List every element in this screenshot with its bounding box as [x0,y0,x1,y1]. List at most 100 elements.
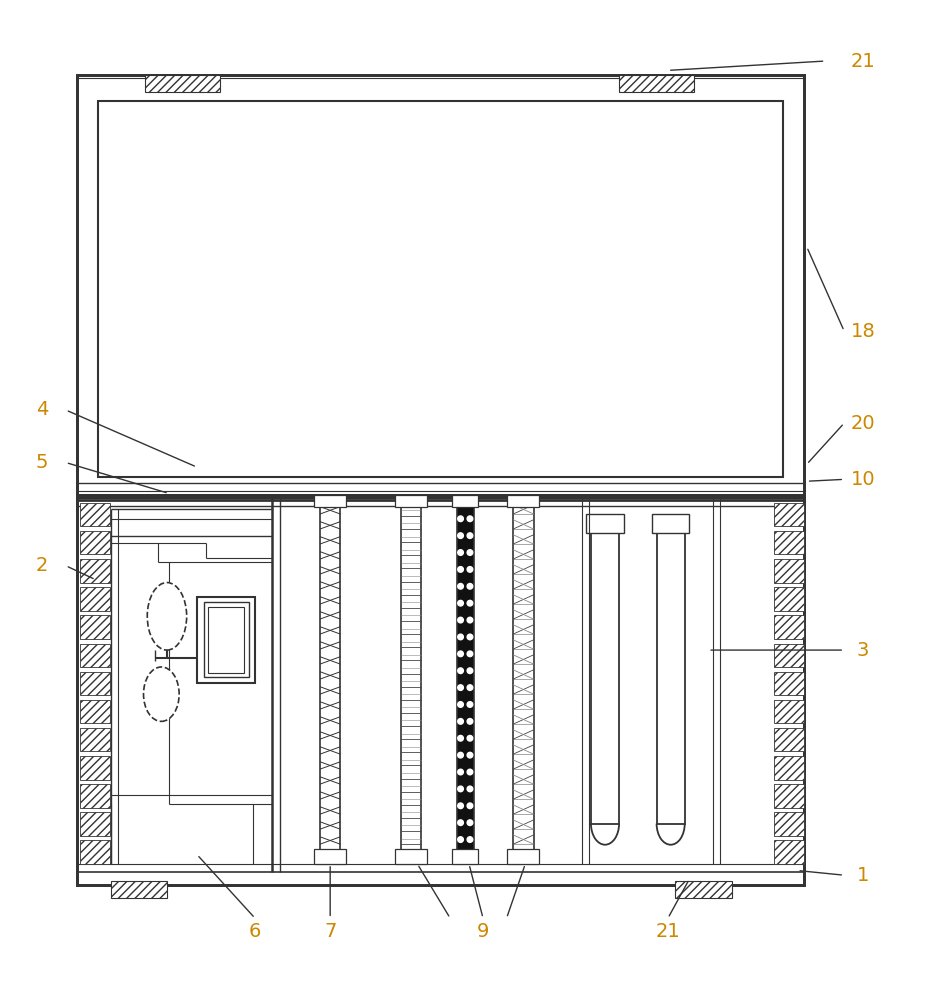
Bar [513,507,534,852]
Bar [774,700,804,723]
Text: 4: 4 [36,400,49,419]
Circle shape [467,634,473,640]
Text: 20: 20 [851,414,875,433]
Circle shape [458,617,463,623]
Circle shape [458,600,463,606]
Bar [774,559,804,583]
Text: 2: 2 [36,556,49,575]
Bar [774,503,804,526]
Bar [80,559,110,583]
Bar [774,812,804,836]
Circle shape [458,752,463,758]
Text: 21: 21 [656,922,680,941]
Bar [675,881,732,898]
Bar [507,849,539,864]
Circle shape [467,583,473,589]
Text: 18: 18 [851,322,875,341]
Bar [774,840,804,864]
Circle shape [458,516,463,522]
Circle shape [458,533,463,538]
Bar [395,849,427,864]
Bar [774,784,804,808]
Bar [320,507,340,852]
Bar [657,533,685,824]
Bar [77,495,804,885]
Circle shape [467,719,473,724]
Bar [774,587,804,611]
Text: 5: 5 [36,453,49,472]
Bar [80,728,110,751]
Bar [314,849,346,864]
Circle shape [467,516,473,522]
Circle shape [458,786,463,792]
Circle shape [467,617,473,623]
Circle shape [458,702,463,707]
Bar [395,495,427,507]
Bar [507,495,539,507]
Circle shape [467,735,473,741]
Circle shape [467,769,473,775]
Bar [774,615,804,639]
Bar [774,672,804,695]
Circle shape [458,719,463,724]
Circle shape [458,550,463,555]
Bar [80,756,110,780]
Text: 9: 9 [477,922,490,941]
Bar [77,75,804,500]
Bar [80,700,110,723]
Bar [98,101,783,477]
Circle shape [458,583,463,589]
Circle shape [467,651,473,657]
Bar [591,533,619,824]
Circle shape [467,567,473,572]
Bar [80,531,110,554]
Bar [586,514,624,533]
Circle shape [458,735,463,741]
Text: 1: 1 [856,866,870,885]
Bar [111,881,167,898]
Bar [80,587,110,611]
Text: 6: 6 [249,922,262,941]
Ellipse shape [147,583,187,650]
Circle shape [458,668,463,674]
Circle shape [458,651,463,657]
Bar [457,507,474,852]
Bar [452,495,478,507]
Bar [652,514,689,533]
Circle shape [467,600,473,606]
Bar [619,75,694,92]
Bar [774,531,804,554]
Bar [80,644,110,667]
Circle shape [467,702,473,707]
Bar [452,849,478,864]
Circle shape [458,634,463,640]
Circle shape [467,820,473,825]
Bar [145,75,220,92]
Circle shape [467,668,473,674]
Bar [80,784,110,808]
Circle shape [467,803,473,809]
Bar [80,840,110,864]
Circle shape [467,752,473,758]
Circle shape [458,837,463,842]
Bar [401,507,421,852]
Circle shape [467,837,473,842]
Bar [774,756,804,780]
Bar [80,503,110,526]
Circle shape [458,803,463,809]
Bar [774,644,804,667]
Text: 7: 7 [324,922,337,941]
Circle shape [458,567,463,572]
Circle shape [458,820,463,825]
Text: 10: 10 [851,470,875,489]
Bar [77,495,804,885]
Bar [197,597,255,683]
Circle shape [458,685,463,690]
Circle shape [458,769,463,775]
Bar [314,495,346,507]
Circle shape [467,533,473,538]
Bar [80,615,110,639]
Bar [774,728,804,751]
Ellipse shape [144,667,179,721]
Circle shape [467,786,473,792]
